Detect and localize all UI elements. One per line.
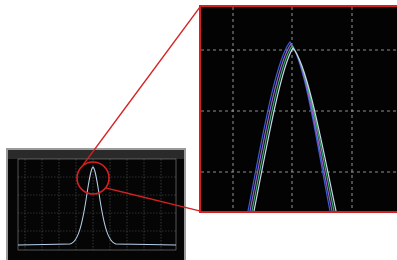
callout-line xyxy=(83,7,200,165)
page xyxy=(0,0,397,260)
instrument-screen xyxy=(6,148,186,260)
zoom-inset xyxy=(199,5,397,213)
screen-header xyxy=(8,150,184,159)
inset-plot xyxy=(201,7,397,211)
zoom-figure xyxy=(0,0,397,260)
